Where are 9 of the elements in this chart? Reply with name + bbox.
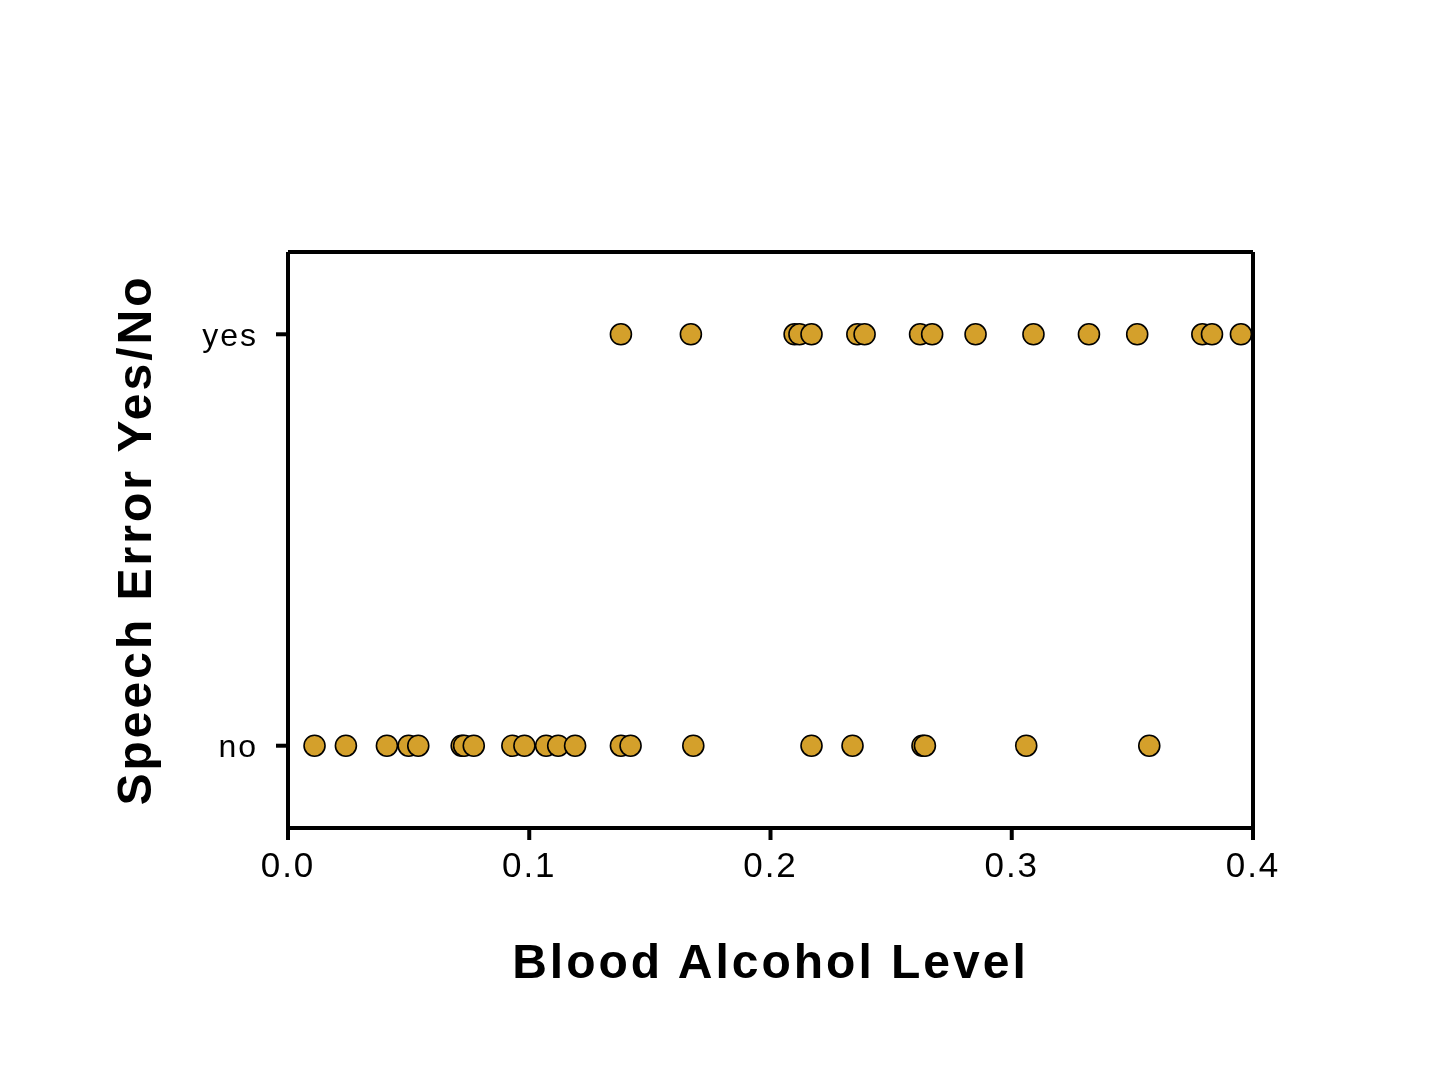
x-tick-label: 0.3	[984, 844, 1040, 884]
y-tick-label: yes	[202, 316, 258, 353]
x-tick-label: 0.1	[501, 844, 557, 884]
x-tick-label: 0.2	[743, 844, 798, 884]
x-axis-title: Blood Alcohol Level	[512, 935, 1029, 988]
x-tick-label: 0.0	[260, 844, 316, 884]
x-tick-label: 0.4	[1225, 844, 1281, 884]
y-axis-title: Speech Error Yes/No	[108, 274, 162, 806]
y-tick-label: no	[218, 728, 258, 765]
